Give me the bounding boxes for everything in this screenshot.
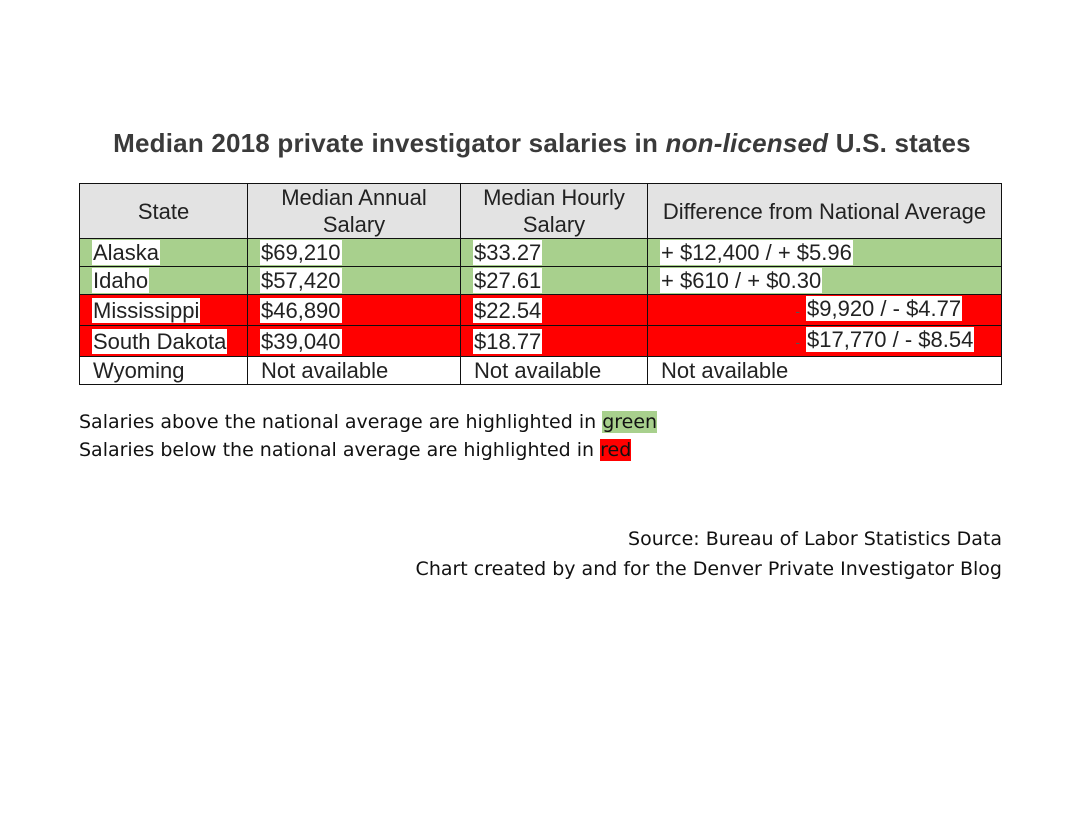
table-row: Idaho $57,420 $27.61 + $610 / + $0.30 <box>79 266 1002 295</box>
annual-text: $46,890 <box>260 297 342 323</box>
header-hourly-salary: Median Hourly Salary <box>460 183 648 239</box>
table-header-row: State Median Annual Salary Median Hourly… <box>79 183 1002 239</box>
cell-hourly: $18.77 <box>460 325 648 357</box>
header-difference: Difference from National Average <box>647 183 1002 239</box>
title-suffix: U.S. states <box>828 128 971 158</box>
cell-annual: $39,040 <box>247 325 461 357</box>
difference-text: $9,920 / - $4.77 <box>806 296 963 321</box>
cell-hourly: $27.61 <box>460 266 648 295</box>
cell-state: Wyoming <box>79 356 248 385</box>
cell-state: South Dakota <box>79 325 248 357</box>
legend-line-green: Salaries above the national average are … <box>79 408 658 436</box>
hourly-text: $18.77 <box>473 328 543 354</box>
legend-red-text: Salaries below the national average are … <box>79 439 601 461</box>
title-emphasis: non-licensed <box>665 128 829 158</box>
annual-text: $69,210 <box>260 240 342 265</box>
table-row: Alaska $69,210 $33.27 + $12,400 / + $5.9… <box>79 238 1002 267</box>
cell-annual: $46,890 <box>247 294 461 326</box>
cell-hourly: $33.27 <box>460 238 648 267</box>
source-line: Source: Bureau of Labor Statistics Data <box>628 528 1002 550</box>
minus-marker: - <box>795 334 800 350</box>
cell-annual: $69,210 <box>247 238 461 267</box>
cell-difference: - $9,920 / - $4.77 <box>647 294 1002 326</box>
difference-text: $17,770 / - $8.54 <box>806 327 975 352</box>
difference-text: + $12,400 / + $5.96 <box>660 240 853 265</box>
state-text: South Dakota <box>92 328 228 354</box>
header-annual-salary: Median Annual Salary <box>247 183 461 239</box>
difference-text: Not available <box>661 358 789 383</box>
cell-hourly: $22.54 <box>460 294 648 326</box>
legend: Salaries above the national average are … <box>79 408 658 464</box>
cell-state: Idaho <box>79 266 248 295</box>
legend-green-swatch-word: green <box>602 411 658 433</box>
source-note: Source: Bureau of Labor Statistics Data … <box>416 524 1002 584</box>
difference-text: + $610 / + $0.30 <box>660 268 823 293</box>
header-state: State <box>79 183 248 239</box>
legend-red-swatch-word: red <box>600 439 632 461</box>
hourly-text: $22.54 <box>473 297 543 323</box>
salary-table: State Median Annual Salary Median Hourly… <box>79 183 1002 385</box>
state-text: Idaho <box>92 268 150 293</box>
table-row: Wyoming Not available Not available Not … <box>79 356 1002 385</box>
cell-state: Alaska <box>79 238 248 267</box>
legend-line-red: Salaries below the national average are … <box>79 436 657 464</box>
state-text: Alaska <box>92 240 161 265</box>
cell-annual: Not available <box>247 356 461 385</box>
annual-text: Not available <box>261 358 389 383</box>
cell-state: Mississippi <box>79 294 248 326</box>
page-title: Median 2018 private investigator salarie… <box>0 128 1084 159</box>
state-text: Wyoming <box>93 358 185 383</box>
cell-difference: + $610 / + $0.30 <box>647 266 1002 295</box>
table-row: Mississippi $46,890 $22.54 - $9,920 / - $… <box>79 294 1002 326</box>
cell-annual: $57,420 <box>247 266 461 295</box>
legend-green-text: Salaries above the national average are … <box>79 411 603 433</box>
hourly-text: Not available <box>474 358 602 383</box>
cell-difference: + $12,400 / + $5.96 <box>647 238 1002 267</box>
credit-line: Chart created by and for the Denver Priv… <box>415 558 1002 580</box>
minus-marker: - <box>795 303 800 319</box>
cell-difference: - $17,770 / - $8.54 <box>647 325 1002 357</box>
state-text: Mississippi <box>92 297 201 323</box>
table-row: South Dakota $39,040 $18.77 - $17,770 / -… <box>79 325 1002 357</box>
annual-text: $57,420 <box>260 268 342 293</box>
cell-hourly: Not available <box>460 356 648 385</box>
cell-difference: Not available <box>647 356 1002 385</box>
hourly-text: $33.27 <box>473 240 543 265</box>
title-prefix: Median 2018 private investigator salarie… <box>113 128 666 158</box>
hourly-text: $27.61 <box>473 268 543 293</box>
annual-text: $39,040 <box>260 328 342 354</box>
